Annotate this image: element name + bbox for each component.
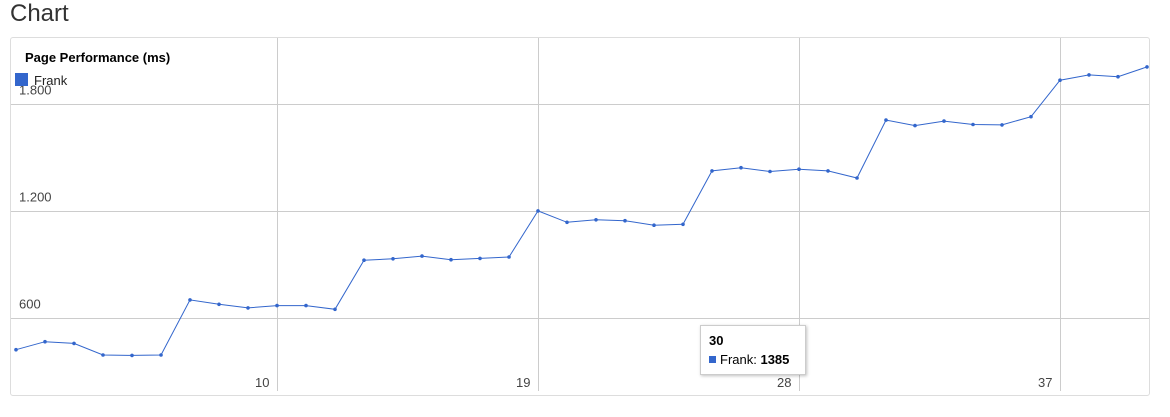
data-point[interactable] (681, 222, 685, 227)
legend[interactable]: Frank (15, 73, 68, 88)
data-point[interactable] (478, 256, 482, 261)
data-point[interactable] (623, 218, 627, 223)
line-chart: 600 1.200 1.800 10 19 28 37 Page Performance (… (11, 38, 1149, 391)
data-point[interactable] (768, 169, 772, 174)
data-point[interactable] (304, 303, 308, 308)
x-tick-label: 10 (255, 375, 269, 390)
series-line-frank (15, 66, 1148, 356)
data-point[interactable] (913, 123, 917, 128)
tick-labels-layer: 600 1.200 1.800 10 19 28 37 (19, 83, 1053, 391)
data-point[interactable] (536, 209, 540, 213)
data-point[interactable] (507, 255, 511, 259)
legend-label-frank: Frank (34, 73, 68, 88)
data-point[interactable] (1145, 65, 1149, 69)
data-point[interactable] (391, 257, 395, 261)
data-point[interactable] (14, 347, 18, 352)
data-point[interactable] (1000, 123, 1004, 127)
data-point[interactable] (72, 341, 76, 346)
chart-tooltip: 30 Frank: 1385 (700, 325, 806, 375)
tooltip-value: 1385 (760, 352, 790, 367)
grid-layer (11, 38, 1149, 391)
data-point[interactable] (362, 258, 366, 262)
data-point[interactable] (449, 257, 453, 262)
data-point[interactable] (1116, 74, 1120, 79)
data-point[interactable] (43, 339, 47, 344)
data-point[interactable] (1087, 73, 1091, 77)
data-point[interactable] (1058, 78, 1062, 82)
data-points-layer (14, 65, 1149, 358)
data-point[interactable] (159, 353, 163, 357)
data-point[interactable] (217, 302, 221, 307)
data-point[interactable] (1029, 114, 1033, 119)
data-point[interactable] (130, 353, 134, 358)
data-point[interactable] (971, 122, 975, 127)
series-line-layer (15, 66, 1148, 356)
data-point[interactable] (246, 306, 250, 310)
data-point[interactable] (594, 218, 598, 222)
data-point[interactable] (884, 118, 888, 122)
data-point[interactable] (188, 298, 192, 302)
data-point[interactable] (739, 165, 743, 170)
data-point[interactable] (826, 169, 830, 173)
tooltip-title: 30 (709, 333, 724, 348)
data-point[interactable] (275, 303, 279, 308)
tooltip-series-name: Frank: (720, 352, 757, 367)
y-tick-label: 1.800 (19, 83, 52, 98)
x-tick-label: 28 (777, 375, 791, 390)
y-tick-label: 1.200 (19, 190, 52, 205)
chart-title: Page Performance (ms) (25, 50, 170, 65)
legend-swatch-frank (15, 73, 28, 86)
data-point[interactable] (652, 223, 656, 227)
data-point[interactable] (855, 176, 859, 180)
data-point[interactable] (420, 254, 424, 258)
data-point[interactable] (710, 169, 714, 173)
y-tick-label: 600 (19, 297, 41, 312)
chart-container: 600 1.200 1.800 10 19 28 37 Page Performance (… (10, 37, 1150, 396)
page-title: Chart (10, 0, 69, 27)
data-point[interactable] (333, 307, 337, 312)
x-tick-label: 37 (1038, 375, 1052, 390)
x-tick-label: 19 (516, 375, 530, 390)
data-point[interactable] (565, 220, 569, 225)
tooltip-row: Frank: 1385 (709, 351, 805, 369)
data-point[interactable] (101, 353, 105, 357)
tooltip-swatch (709, 356, 716, 363)
data-point[interactable] (797, 167, 801, 171)
data-point[interactable] (942, 119, 946, 123)
